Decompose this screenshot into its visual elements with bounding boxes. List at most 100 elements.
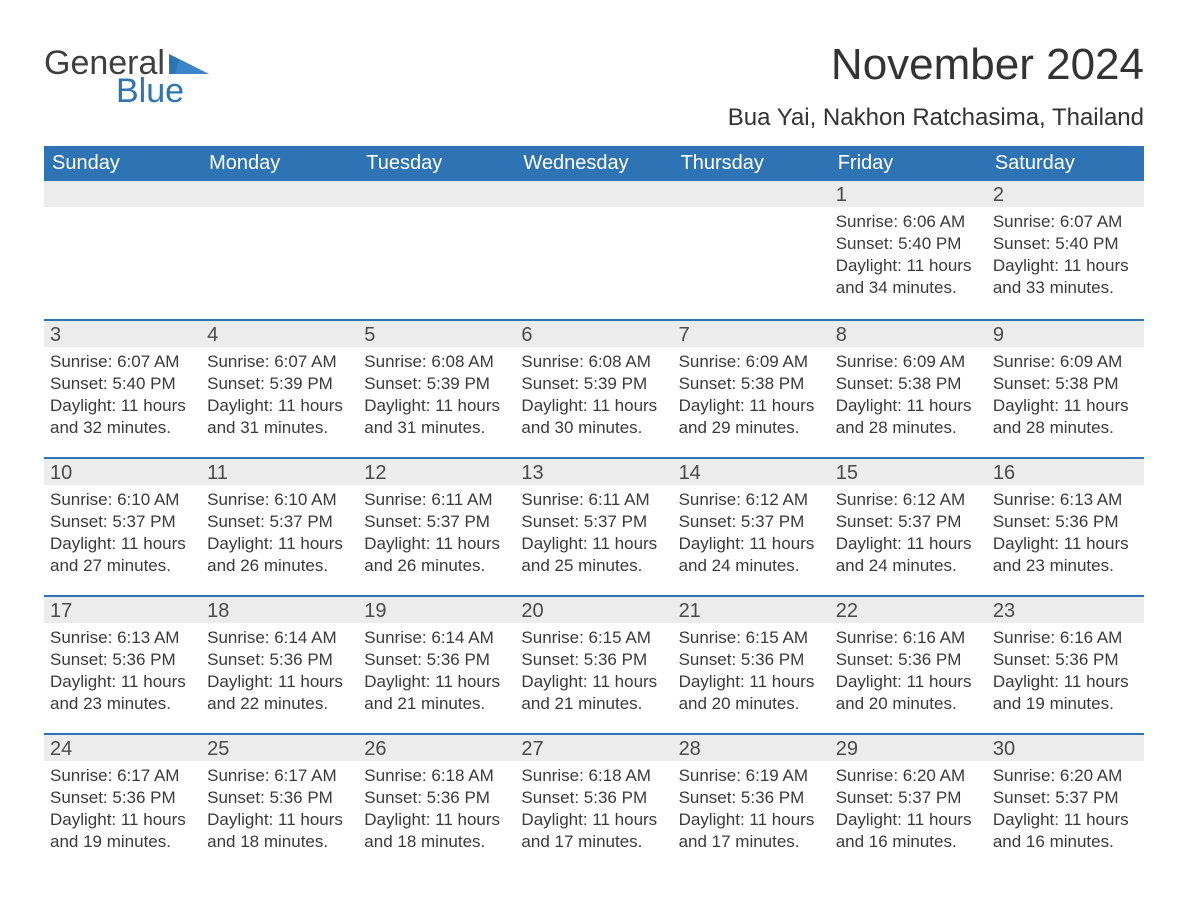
sunset-line: Sunset: 5:36 PM [521, 649, 666, 671]
sunrise-line: Sunrise: 6:17 AM [207, 765, 352, 787]
sunset-line: Sunset: 5:36 PM [993, 649, 1138, 671]
daylight-line: Daylight: 11 hours and 18 minutes. [207, 809, 352, 853]
sunset-line: Sunset: 5:39 PM [207, 373, 352, 395]
sunset-line: Sunset: 5:40 PM [836, 233, 981, 255]
page-title: November 2024 [728, 30, 1144, 90]
day-body: Sunrise: 6:14 AMSunset: 5:36 PMDaylight:… [358, 623, 515, 723]
day-number: 23 [987, 597, 1144, 623]
day-cell [673, 181, 830, 319]
daylight-line: Daylight: 11 hours and 21 minutes. [521, 671, 666, 715]
sunrise-line: Sunrise: 6:16 AM [993, 627, 1138, 649]
daylight-line: Daylight: 11 hours and 31 minutes. [364, 395, 509, 439]
sunrise-line: Sunrise: 6:20 AM [993, 765, 1138, 787]
day-number: 12 [358, 459, 515, 485]
sunrise-line: Sunrise: 6:18 AM [521, 765, 666, 787]
daylight-line: Daylight: 11 hours and 21 minutes. [364, 671, 509, 715]
dow-cell: Friday [830, 146, 987, 181]
day-number: 13 [515, 459, 672, 485]
sunrise-line: Sunrise: 6:14 AM [364, 627, 509, 649]
day-cell: 13Sunrise: 6:11 AMSunset: 5:37 PMDayligh… [515, 459, 672, 595]
day-cell: 14Sunrise: 6:12 AMSunset: 5:37 PMDayligh… [673, 459, 830, 595]
day-cell: 15Sunrise: 6:12 AMSunset: 5:37 PMDayligh… [830, 459, 987, 595]
day-body: Sunrise: 6:11 AMSunset: 5:37 PMDaylight:… [515, 485, 672, 585]
day-body: Sunrise: 6:17 AMSunset: 5:36 PMDaylight:… [201, 761, 358, 861]
location-subtitle: Bua Yai, Nakhon Ratchasima, Thailand [728, 104, 1144, 132]
sunset-line: Sunset: 5:36 PM [679, 649, 824, 671]
sunset-line: Sunset: 5:40 PM [50, 373, 195, 395]
dow-cell: Saturday [987, 146, 1144, 181]
day-cell: 10Sunrise: 6:10 AMSunset: 5:37 PMDayligh… [44, 459, 201, 595]
sunrise-line: Sunrise: 6:06 AM [836, 211, 981, 233]
day-number: 30 [987, 735, 1144, 761]
sunrise-line: Sunrise: 6:09 AM [993, 351, 1138, 373]
sunset-line: Sunset: 5:37 PM [993, 787, 1138, 809]
day-number: 29 [830, 735, 987, 761]
dow-cell: Monday [201, 146, 358, 181]
daylight-line: Daylight: 11 hours and 33 minutes. [993, 255, 1138, 299]
daylight-line: Daylight: 11 hours and 31 minutes. [207, 395, 352, 439]
sunset-line: Sunset: 5:36 PM [836, 649, 981, 671]
sunset-line: Sunset: 5:36 PM [993, 511, 1138, 533]
brand-logo: General Blue [44, 30, 209, 108]
week-row: 3Sunrise: 6:07 AMSunset: 5:40 PMDaylight… [44, 319, 1144, 457]
day-body: Sunrise: 6:06 AMSunset: 5:40 PMDaylight:… [830, 207, 987, 307]
daylight-line: Daylight: 11 hours and 17 minutes. [521, 809, 666, 853]
day-body: Sunrise: 6:16 AMSunset: 5:36 PMDaylight:… [987, 623, 1144, 723]
day-cell: 20Sunrise: 6:15 AMSunset: 5:36 PMDayligh… [515, 597, 672, 733]
daylight-line: Daylight: 11 hours and 19 minutes. [993, 671, 1138, 715]
day-cell: 1Sunrise: 6:06 AMSunset: 5:40 PMDaylight… [830, 181, 987, 319]
daylight-line: Daylight: 11 hours and 27 minutes. [50, 533, 195, 577]
day-number: 7 [673, 321, 830, 347]
day-number: 15 [830, 459, 987, 485]
day-body: Sunrise: 6:19 AMSunset: 5:36 PMDaylight:… [673, 761, 830, 861]
week-row: 10Sunrise: 6:10 AMSunset: 5:37 PMDayligh… [44, 457, 1144, 595]
daylight-line: Daylight: 11 hours and 23 minutes. [993, 533, 1138, 577]
day-body: Sunrise: 6:20 AMSunset: 5:37 PMDaylight:… [987, 761, 1144, 861]
day-cell: 19Sunrise: 6:14 AMSunset: 5:36 PMDayligh… [358, 597, 515, 733]
day-cell: 6Sunrise: 6:08 AMSunset: 5:39 PMDaylight… [515, 321, 672, 457]
day-cell: 8Sunrise: 6:09 AMSunset: 5:38 PMDaylight… [830, 321, 987, 457]
sunrise-line: Sunrise: 6:18 AM [364, 765, 509, 787]
day-cell: 18Sunrise: 6:14 AMSunset: 5:36 PMDayligh… [201, 597, 358, 733]
day-body [201, 207, 358, 219]
day-cell: 4Sunrise: 6:07 AMSunset: 5:39 PMDaylight… [201, 321, 358, 457]
calendar-page: General Blue November 2024 Bua Yai, Nakh… [0, 0, 1188, 911]
daylight-line: Daylight: 11 hours and 30 minutes. [521, 395, 666, 439]
daylight-line: Daylight: 11 hours and 32 minutes. [50, 395, 195, 439]
day-cell: 21Sunrise: 6:15 AMSunset: 5:36 PMDayligh… [673, 597, 830, 733]
day-number: 5 [358, 321, 515, 347]
day-body: Sunrise: 6:14 AMSunset: 5:36 PMDaylight:… [201, 623, 358, 723]
week-row: 24Sunrise: 6:17 AMSunset: 5:36 PMDayligh… [44, 733, 1144, 871]
day-number: 20 [515, 597, 672, 623]
sunrise-line: Sunrise: 6:07 AM [50, 351, 195, 373]
sunrise-line: Sunrise: 6:16 AM [836, 627, 981, 649]
sunset-line: Sunset: 5:36 PM [50, 787, 195, 809]
day-number: 28 [673, 735, 830, 761]
day-cell: 3Sunrise: 6:07 AMSunset: 5:40 PMDaylight… [44, 321, 201, 457]
sunset-line: Sunset: 5:38 PM [679, 373, 824, 395]
day-cell: 7Sunrise: 6:09 AMSunset: 5:38 PMDaylight… [673, 321, 830, 457]
day-body: Sunrise: 6:12 AMSunset: 5:37 PMDaylight:… [830, 485, 987, 585]
sunrise-line: Sunrise: 6:07 AM [993, 211, 1138, 233]
day-number [358, 181, 515, 207]
day-cell: 9Sunrise: 6:09 AMSunset: 5:38 PMDaylight… [987, 321, 1144, 457]
day-cell: 16Sunrise: 6:13 AMSunset: 5:36 PMDayligh… [987, 459, 1144, 595]
day-number: 26 [358, 735, 515, 761]
day-number: 4 [201, 321, 358, 347]
day-cell: 22Sunrise: 6:16 AMSunset: 5:36 PMDayligh… [830, 597, 987, 733]
day-body: Sunrise: 6:10 AMSunset: 5:37 PMDaylight:… [201, 485, 358, 585]
sunset-line: Sunset: 5:36 PM [50, 649, 195, 671]
daylight-line: Daylight: 11 hours and 19 minutes. [50, 809, 195, 853]
day-cell: 24Sunrise: 6:17 AMSunset: 5:36 PMDayligh… [44, 735, 201, 871]
day-number: 25 [201, 735, 358, 761]
sunrise-line: Sunrise: 6:19 AM [679, 765, 824, 787]
daylight-line: Daylight: 11 hours and 26 minutes. [207, 533, 352, 577]
sunset-line: Sunset: 5:38 PM [836, 373, 981, 395]
day-body: Sunrise: 6:07 AMSunset: 5:40 PMDaylight:… [987, 207, 1144, 307]
day-number: 6 [515, 321, 672, 347]
sunset-line: Sunset: 5:39 PM [521, 373, 666, 395]
daylight-line: Daylight: 11 hours and 24 minutes. [836, 533, 981, 577]
day-cell: 2Sunrise: 6:07 AMSunset: 5:40 PMDaylight… [987, 181, 1144, 319]
day-body: Sunrise: 6:09 AMSunset: 5:38 PMDaylight:… [673, 347, 830, 447]
day-cell: 11Sunrise: 6:10 AMSunset: 5:37 PMDayligh… [201, 459, 358, 595]
